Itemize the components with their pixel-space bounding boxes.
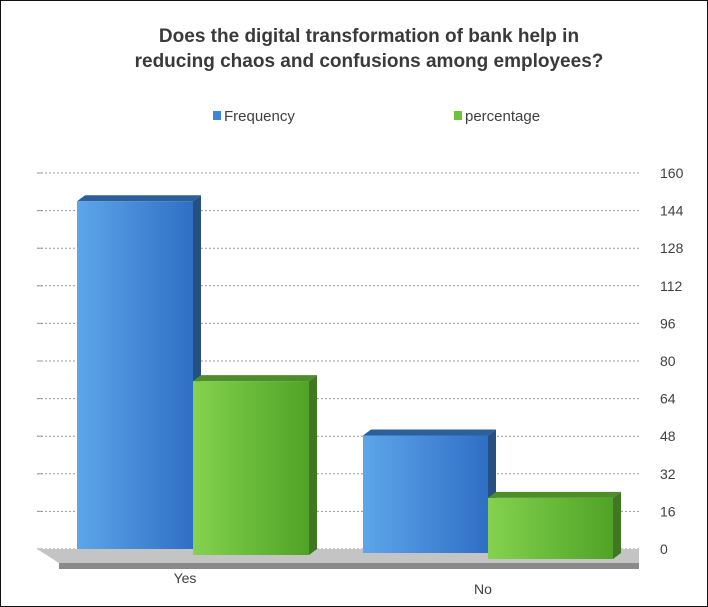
legend-label-percentage: percentage <box>465 108 540 125</box>
y-tick-label: 0 <box>660 541 668 557</box>
y-tick-label: 32 <box>660 466 676 482</box>
bar-frequency-no <box>363 429 496 553</box>
y-tick-label: 96 <box>660 315 676 331</box>
bar-side-face <box>309 375 317 555</box>
bar-front-face <box>488 497 613 559</box>
legend-label-frequency: Frequency <box>224 108 295 125</box>
bar-top-face <box>193 375 317 382</box>
y-tick-label: 160 <box>660 165 684 181</box>
legend-swatch-frequency <box>213 111 221 120</box>
chart-title-line-1: Does the digital transformation of bank … <box>159 26 579 47</box>
bar-top-face <box>77 195 201 202</box>
chart-title-line-2: reducing chaos and confusions among empl… <box>135 51 604 72</box>
floor-front <box>59 563 639 569</box>
bar-front-face <box>193 381 309 555</box>
legend-swatch-percentage <box>454 111 462 120</box>
x-axis-categories: Yes No <box>174 570 493 597</box>
bar-front-face <box>363 435 488 553</box>
legend: Frequency percentage <box>213 108 540 125</box>
y-tick-label: 64 <box>660 391 676 407</box>
bar-frequency-yes <box>77 195 201 549</box>
bar-percentage-no <box>488 491 621 559</box>
y-tick-label: 80 <box>660 353 676 369</box>
y-tick-label: 128 <box>660 240 684 256</box>
y-tick-label: 144 <box>660 203 684 219</box>
bars <box>77 195 621 559</box>
y-tick-label: 16 <box>660 503 676 519</box>
x-category-label: Yes <box>174 570 197 586</box>
bar-top-face <box>488 491 621 498</box>
bar-percentage-yes <box>193 375 317 555</box>
y-tick-label: 48 <box>660 428 676 444</box>
x-category-label: No <box>474 581 492 597</box>
chart-title: Does the digital transformation of bank … <box>135 26 604 72</box>
bar-side-face <box>613 491 621 559</box>
bar-front-face <box>77 201 193 549</box>
bar-top-face <box>363 429 496 436</box>
y-tick-label: 112 <box>660 278 683 294</box>
